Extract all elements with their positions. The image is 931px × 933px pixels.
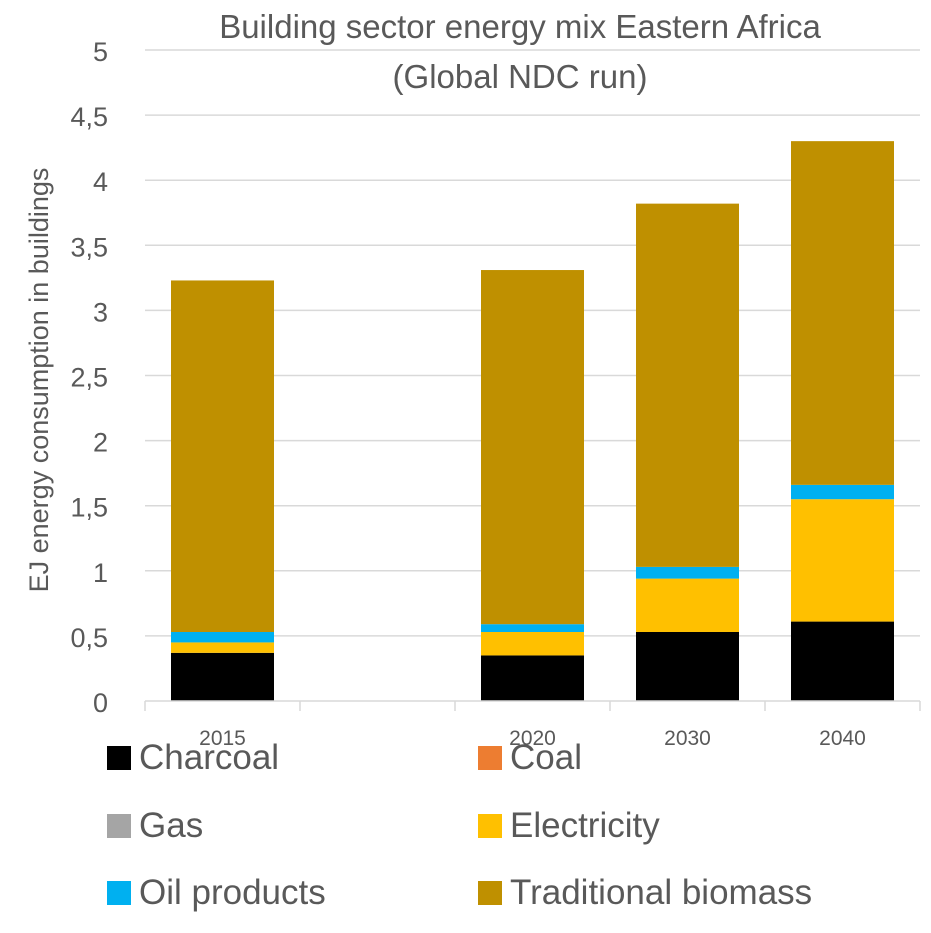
bar-segment-electricity: [171, 642, 274, 653]
legend-swatch: [107, 814, 131, 838]
legend-item: Gas: [107, 806, 203, 846]
x-tick-label: 2030: [664, 727, 711, 750]
x-tick-label: 2040: [819, 727, 866, 750]
legend-swatch: [478, 746, 502, 770]
y-tick-label: 0: [93, 688, 108, 718]
bar-segment-electricity: [481, 631, 584, 656]
x-axis: 2015 2020 2030 2040: [144, 700, 921, 750]
bar-segment-electricity: [791, 499, 894, 622]
legend-item: Traditional biomass: [478, 873, 812, 913]
legend-label: Electricity: [510, 806, 660, 845]
y-tick-label: 1: [93, 558, 108, 588]
y-tick-label: 3,5: [70, 232, 108, 262]
bar-segment-traditional-biomass: [636, 203, 739, 567]
bar-segment-traditional-biomass: [481, 270, 584, 625]
legend-swatch: [107, 881, 131, 905]
legend-item: Oil products: [107, 873, 326, 913]
legend-label: Coal: [510, 738, 582, 777]
bar-segment-oil-products: [481, 624, 584, 632]
bars: [171, 141, 894, 701]
bar-segment-traditional-biomass: [791, 141, 894, 485]
legend-label: Charcoal: [139, 738, 280, 777]
bar-segment-charcoal: [481, 655, 584, 701]
y-tick-label: 5: [93, 37, 108, 67]
legend-swatch: [107, 746, 131, 770]
legend-swatch: [478, 881, 502, 905]
y-tick-label: 1,5: [70, 493, 108, 523]
legend-item: Coal: [478, 738, 582, 778]
bar-segment-oil-products: [791, 484, 894, 500]
x-tick-label: 2015: [199, 727, 246, 750]
x-tick-label: 2020: [509, 727, 556, 750]
legend-label: Gas: [139, 806, 204, 845]
legend-label: Oil products: [139, 873, 326, 912]
chart-title-line-1: Building sector energy mix Eastern Afric…: [219, 8, 821, 45]
y-tick-label: 4,5: [70, 102, 108, 132]
bar-segment-charcoal: [791, 621, 894, 701]
chart-title-line-2: (Global NDC run): [392, 58, 648, 95]
y-tick-label: 4: [93, 167, 108, 197]
bar-segment-charcoal: [636, 631, 739, 701]
legend-item: Charcoal: [107, 738, 279, 778]
legend-label: Traditional biomass: [510, 873, 813, 912]
bar-segment-traditional-biomass: [171, 280, 274, 632]
y-tick-label: 2,5: [70, 363, 108, 393]
y-tick-label: 3: [93, 297, 108, 327]
legend-swatch: [478, 814, 502, 838]
y-axis-label: EJ energy consumption in buildings: [24, 168, 54, 593]
y-tick-label: 0,5: [70, 623, 108, 653]
bar-segment-electricity: [636, 578, 739, 632]
y-tick-label: 2: [93, 428, 108, 458]
bar-segment-oil-products: [636, 566, 739, 579]
y-axis-ticks: 0 0,5 1 1,5 2 2,5 3 3,5 4 4,5 5: [70, 37, 108, 718]
bar-segment-oil-products: [171, 631, 274, 643]
legend-item: Electricity: [478, 806, 660, 846]
bar-segment-charcoal: [171, 652, 274, 701]
